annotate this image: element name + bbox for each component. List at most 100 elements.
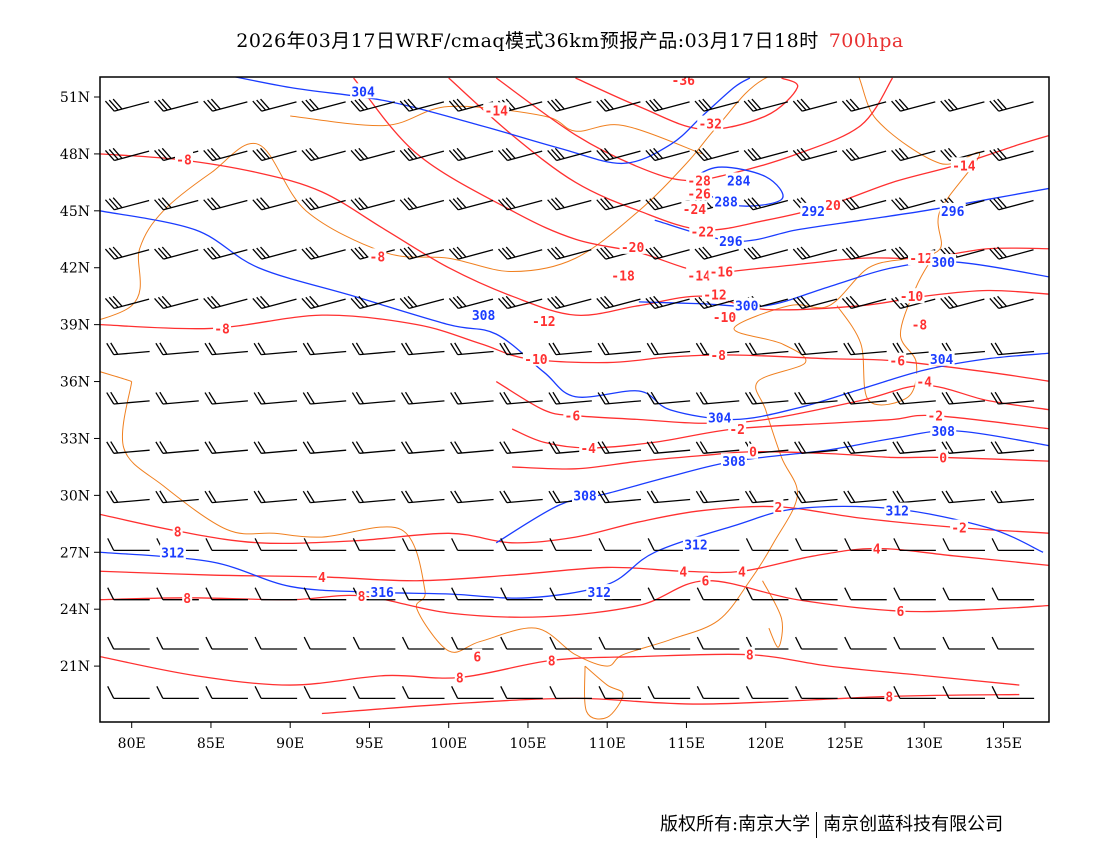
height-label-bg bbox=[930, 422, 957, 438]
lat-tick-label: 45N bbox=[60, 204, 90, 220]
wind-barb bbox=[696, 587, 740, 601]
temperature-label: -12 bbox=[909, 252, 932, 267]
wind-barb bbox=[154, 295, 199, 310]
wind-barb bbox=[990, 490, 1035, 504]
pressure-level: 700hpa bbox=[828, 30, 904, 52]
wind-barb bbox=[401, 686, 445, 699]
wind-barb bbox=[597, 490, 642, 504]
wind-barb bbox=[401, 391, 445, 405]
temperature-label-bg bbox=[748, 443, 759, 459]
footer-divider bbox=[816, 812, 818, 838]
wind-barb bbox=[401, 636, 445, 650]
temperature-label: -10 bbox=[524, 353, 548, 368]
height-label: 312 bbox=[161, 546, 184, 561]
lon-tick-label: 115E bbox=[668, 736, 705, 752]
height-label-bg bbox=[159, 544, 186, 560]
wind-barb bbox=[399, 147, 445, 162]
height-label-bg bbox=[930, 254, 957, 270]
wind-barb bbox=[352, 538, 396, 552]
wind-barb bbox=[694, 246, 739, 260]
height-label-bg bbox=[884, 502, 911, 518]
lat-tick-label: 27N bbox=[60, 545, 90, 561]
wind-barb bbox=[989, 147, 1034, 162]
temperature-label-bg bbox=[910, 316, 929, 332]
wind-barb bbox=[399, 197, 445, 211]
wind-barb bbox=[352, 686, 396, 699]
wind-barb bbox=[399, 295, 445, 310]
temperature-label-bg bbox=[908, 250, 935, 266]
temperature-label: -4 bbox=[580, 442, 596, 457]
temperature-label-bg bbox=[472, 648, 483, 664]
wind-barb bbox=[303, 636, 347, 650]
temperature-label: -6 bbox=[889, 355, 905, 370]
temperature-label-bg bbox=[950, 157, 977, 173]
height-label-bg bbox=[800, 202, 827, 218]
wind-barb bbox=[990, 342, 1035, 356]
wind-barb bbox=[843, 342, 887, 356]
lon-tick-label: 135E bbox=[985, 736, 1022, 752]
temperature-label-bg bbox=[670, 77, 697, 87]
wind-barb bbox=[942, 636, 985, 650]
wind-barb bbox=[301, 246, 346, 260]
lon-tick-label: 80E bbox=[118, 736, 146, 752]
wind-barb bbox=[154, 98, 199, 112]
border-line bbox=[584, 665, 624, 720]
wind-barb bbox=[451, 538, 494, 552]
temperature-label: 8 bbox=[456, 671, 464, 686]
wind-barb bbox=[498, 246, 543, 260]
wind-barb bbox=[154, 246, 199, 260]
wind-barb bbox=[301, 197, 346, 211]
wind-barb bbox=[597, 441, 642, 454]
wind-barb bbox=[302, 441, 347, 454]
lon-tick-label: 130E bbox=[906, 736, 943, 752]
temperature-label-bg bbox=[213, 320, 232, 336]
wind-barb bbox=[841, 147, 887, 162]
wind-barb bbox=[694, 295, 739, 310]
temperature-label-bg bbox=[563, 407, 582, 423]
lon-tick-label: 100E bbox=[430, 736, 467, 752]
wind-barb bbox=[252, 246, 297, 260]
map-title: 2026年03月17日WRF/cmaq模式36km预报产品:03月17日18时 7… bbox=[0, 26, 1100, 53]
wind-barb bbox=[841, 295, 887, 310]
temperature-label: 4 bbox=[873, 542, 881, 557]
wind-barb bbox=[156, 587, 199, 601]
wind-barb bbox=[940, 295, 985, 310]
wind-barb bbox=[549, 686, 592, 699]
wind-barb bbox=[598, 636, 642, 650]
wind-barb bbox=[401, 342, 445, 356]
height-label: 300 bbox=[735, 300, 759, 315]
temperature-label: 0 bbox=[749, 446, 757, 461]
temperature-label-bg bbox=[884, 688, 895, 704]
wind-barb bbox=[203, 98, 248, 112]
wind-barb bbox=[795, 636, 838, 650]
wind-barb bbox=[743, 246, 789, 260]
wind-barb bbox=[205, 686, 248, 699]
wind-barb bbox=[745, 538, 789, 552]
height-label-bg bbox=[706, 409, 733, 425]
height-label-bg bbox=[572, 487, 599, 503]
wind-barb bbox=[303, 686, 347, 699]
temperature-label-bg bbox=[356, 587, 367, 603]
temperature-label: -22 bbox=[691, 226, 714, 241]
wind-barb bbox=[500, 686, 543, 699]
temperature-label-bg bbox=[711, 309, 738, 325]
isotherm-line bbox=[100, 580, 1049, 618]
wind-barb bbox=[645, 246, 690, 260]
isotherm-line bbox=[321, 693, 1020, 715]
wind-barb bbox=[500, 587, 543, 601]
height-label-bg bbox=[725, 172, 752, 188]
lat-tick-label: 30N bbox=[60, 488, 90, 504]
height-label: 296 bbox=[941, 205, 965, 220]
temperature-label-bg bbox=[689, 223, 716, 239]
wind-barb bbox=[549, 538, 592, 552]
height-label: 296 bbox=[719, 235, 743, 250]
wind-barb bbox=[892, 441, 936, 454]
wind-barb bbox=[991, 636, 1035, 650]
wind-barb bbox=[106, 441, 150, 454]
temperature-label: -26 bbox=[687, 188, 711, 203]
height-label: 304 bbox=[930, 353, 954, 368]
wind-barb bbox=[647, 686, 691, 699]
wind-barb bbox=[107, 686, 150, 699]
wind-barb bbox=[795, 686, 838, 699]
height-label-bg bbox=[713, 193, 740, 209]
